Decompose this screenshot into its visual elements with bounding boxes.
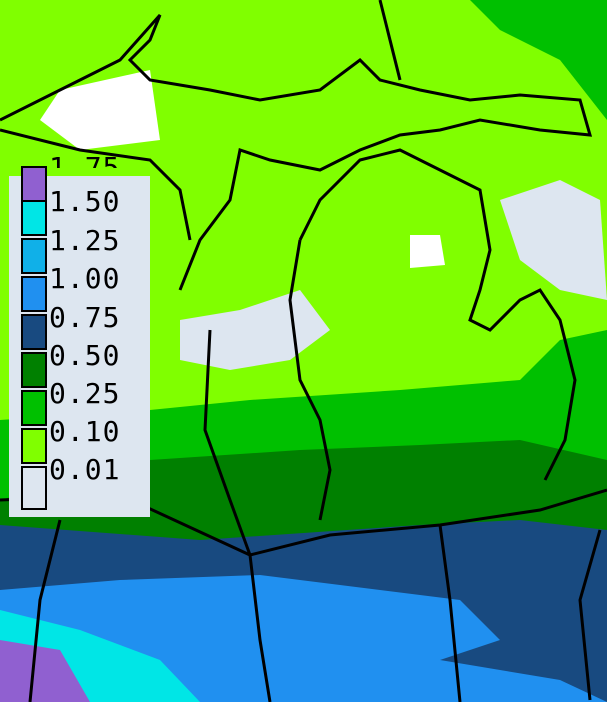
legend-label: 1.50 xyxy=(49,185,121,218)
legend-swatch xyxy=(21,314,47,350)
legend-swatch xyxy=(21,200,47,236)
legend-label: 0.50 xyxy=(49,339,121,372)
area-white-center xyxy=(410,235,445,268)
legend-swatch xyxy=(21,166,47,202)
legend-swatch xyxy=(21,390,47,426)
legend-label: 1.75 xyxy=(49,154,120,168)
legend-swatch xyxy=(21,428,47,464)
legend-label: 0.25 xyxy=(49,377,121,410)
legend-swatch xyxy=(21,276,47,312)
area-white-up xyxy=(40,70,160,150)
area-light-thumb xyxy=(500,180,607,300)
area-green-ne xyxy=(470,0,607,120)
legend-label: 1.00 xyxy=(49,262,121,295)
legend-label: 0.10 xyxy=(49,415,121,448)
legend: 1.75 1.50 1.25 1.00 0.75 0.50 0.25 0.10 … xyxy=(9,154,150,517)
legend-label: 1.25 xyxy=(49,224,121,257)
area-darkgreen xyxy=(0,440,607,540)
legend-label: 0.75 xyxy=(49,301,121,334)
legend-swatch xyxy=(21,238,47,274)
legend-label: 0.01 xyxy=(49,453,121,486)
area-purple xyxy=(0,640,90,702)
legend-swatch xyxy=(21,466,47,510)
legend-swatch xyxy=(21,352,47,388)
